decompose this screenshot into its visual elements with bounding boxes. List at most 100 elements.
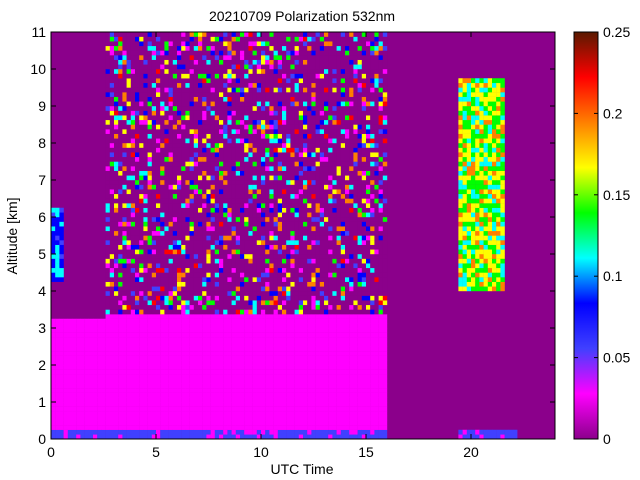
heatmap-cell (324, 378, 329, 384)
heatmap-cell (286, 346, 291, 352)
heatmap-cell (286, 323, 291, 329)
heatmap-cell (67, 392, 73, 398)
heatmap-cell (277, 78, 283, 84)
heatmap-cell (93, 411, 98, 417)
heatmap-cell (277, 143, 283, 148)
heatmap-cell (240, 406, 245, 412)
heatmap-cell (147, 263, 152, 269)
heatmap-cell (315, 332, 320, 338)
heatmap-cell (252, 286, 257, 292)
heatmap-cell (139, 355, 144, 361)
heatmap-cell (294, 64, 299, 70)
heatmap-cell (151, 138, 157, 144)
heatmap-cell (307, 59, 312, 65)
heatmap-cell (223, 355, 228, 361)
heatmap-cell (240, 221, 245, 227)
heatmap-cell (177, 166, 182, 171)
heatmap-cell (202, 429, 207, 435)
heatmap-cell (135, 277, 140, 282)
heatmap-cell (223, 360, 228, 366)
heatmap-cell (294, 55, 299, 60)
heatmap-cell (252, 69, 257, 74)
heatmap-cell (214, 258, 220, 264)
heatmap-cell (315, 180, 320, 185)
heatmap-cell (227, 82, 232, 88)
heatmap-cell (76, 341, 81, 347)
heatmap-cell (227, 96, 232, 102)
heatmap-cell (130, 55, 136, 60)
heatmap-cell (109, 272, 115, 278)
heatmap-cell (210, 369, 215, 375)
heatmap-cell (59, 392, 64, 398)
heatmap-cell (189, 161, 194, 167)
heatmap-cell (231, 277, 236, 282)
heatmap-cell (67, 369, 73, 375)
heatmap-cell (147, 351, 152, 356)
heatmap-cell (324, 323, 329, 329)
heatmap-cell (265, 115, 270, 121)
heatmap-cell (181, 96, 186, 102)
heatmap-cell (282, 212, 287, 218)
heatmap-cell (139, 166, 144, 171)
heatmap-cell (101, 346, 106, 352)
heatmap-cell (223, 388, 228, 393)
heatmap-cell (198, 36, 203, 42)
heatmap-cell (156, 175, 161, 181)
heatmap-cell (231, 263, 236, 269)
heatmap-cell (240, 397, 245, 403)
heatmap-cell (235, 291, 241, 296)
heatmap-cell (235, 281, 241, 287)
heatmap-cell (294, 124, 299, 130)
heatmap-cell (160, 402, 165, 407)
heatmap-cell (147, 147, 152, 153)
heatmap-cell (168, 406, 173, 412)
heatmap-cell (311, 106, 316, 111)
heatmap-cell (214, 78, 220, 84)
heatmap-cell (290, 133, 295, 139)
heatmap-cell (219, 221, 224, 227)
heatmap-cell (307, 69, 312, 74)
heatmap-cell (118, 318, 123, 324)
heatmap-cell (139, 106, 144, 111)
heatmap-cell (240, 304, 245, 310)
heatmap-cell (181, 161, 186, 167)
heatmap-cell (277, 96, 283, 102)
heatmap-cell (240, 50, 245, 56)
heatmap-cell (168, 110, 173, 116)
heatmap-cell (72, 411, 77, 417)
heatmap-cell (185, 193, 190, 199)
heatmap-cell (97, 397, 102, 403)
heatmap-cell (177, 397, 182, 403)
heatmap-cell (252, 397, 257, 403)
heatmap-cell (135, 392, 140, 398)
heatmap-cell (97, 411, 102, 417)
heatmap-cell (307, 341, 312, 347)
heatmap-cell (269, 87, 274, 93)
heatmap-cell (235, 425, 241, 430)
heatmap-cell (248, 281, 253, 287)
heatmap-cell (311, 365, 316, 370)
heatmap-cell (105, 360, 110, 366)
heatmap-cell (122, 365, 127, 370)
heatmap-cell (126, 110, 131, 116)
heatmap-cell (261, 369, 266, 375)
heatmap-cell (319, 184, 325, 190)
heatmap-cell (277, 415, 283, 421)
heatmap-cell (109, 184, 115, 190)
heatmap-cell (109, 161, 115, 167)
heatmap-cell (55, 323, 60, 329)
heatmap-cell (88, 332, 94, 338)
heatmap-cell (227, 45, 232, 51)
heatmap-cell (261, 341, 266, 347)
heatmap-cell (282, 291, 287, 296)
heatmap-cell (181, 240, 186, 245)
heatmap-cell (114, 230, 119, 236)
heatmap-cell (277, 323, 283, 329)
heatmap-cell (265, 272, 270, 278)
heatmap-cell (277, 106, 283, 111)
heatmap-cell (135, 82, 140, 88)
heatmap-cell (122, 341, 127, 347)
heatmap-cell (298, 203, 304, 208)
heatmap-cell (156, 318, 161, 324)
heatmap-cell (84, 346, 89, 352)
